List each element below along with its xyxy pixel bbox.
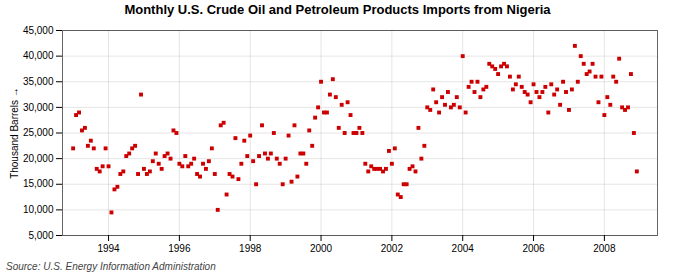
svg-text:2004: 2004 bbox=[452, 243, 475, 254]
svg-text:5,000: 5,000 bbox=[28, 230, 53, 241]
svg-text:35,000: 35,000 bbox=[23, 76, 54, 87]
svg-text:2000: 2000 bbox=[310, 243, 333, 254]
svg-text:1998: 1998 bbox=[239, 243, 262, 254]
svg-text:15,000: 15,000 bbox=[23, 178, 54, 189]
svg-text:25,000: 25,000 bbox=[23, 127, 54, 138]
svg-text:2008: 2008 bbox=[593, 243, 616, 254]
html-text:Monthly U.S. Crude Oil and Pet: Monthly U.S. Crude Oil and Petroleum Pro… bbox=[124, 2, 551, 17]
svg-text:1996: 1996 bbox=[168, 243, 191, 254]
svg-text:2006: 2006 bbox=[522, 243, 545, 254]
svg-text:20,000: 20,000 bbox=[23, 153, 54, 164]
svg-text:Thousand Barrels →: Thousand Barrels → bbox=[9, 87, 20, 179]
html-text:Source: U.S. Energy Informatio: Source: U.S. Energy Information Administ… bbox=[6, 261, 216, 272]
svg-text:40,000: 40,000 bbox=[23, 50, 54, 61]
svg-text:45,000: 45,000 bbox=[23, 25, 54, 36]
svg-text:10,000: 10,000 bbox=[23, 204, 54, 215]
svg-text:30,000: 30,000 bbox=[23, 102, 54, 113]
svg-text:2002: 2002 bbox=[381, 243, 404, 254]
svg-text:1994: 1994 bbox=[97, 243, 120, 254]
